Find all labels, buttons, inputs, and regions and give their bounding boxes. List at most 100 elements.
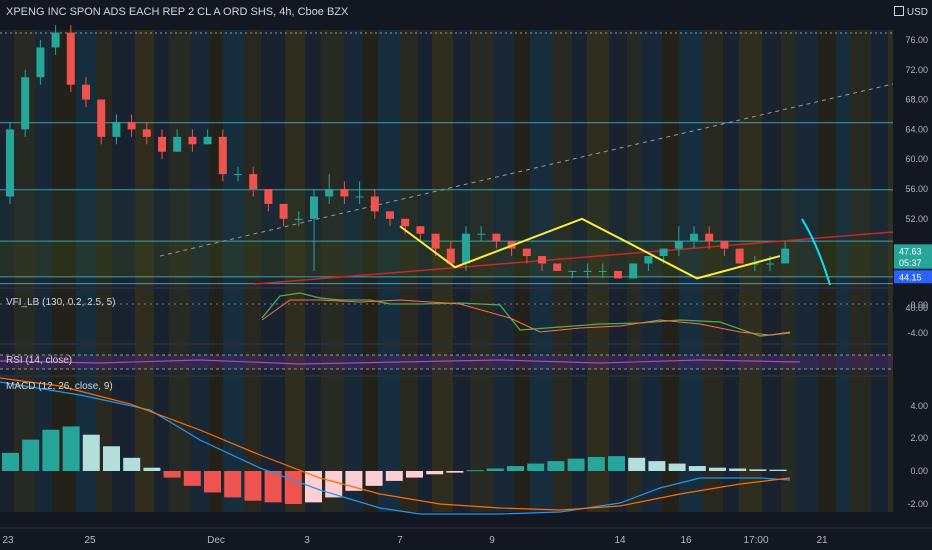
background-band [321, 30, 344, 512]
macd-histogram-bar [608, 456, 625, 471]
background-band [363, 30, 378, 512]
candle-body[interactable] [705, 233, 714, 242]
background-band [662, 30, 679, 512]
zigzag-line[interactable] [399, 217, 781, 280]
candle-body[interactable] [36, 47, 45, 78]
macd-histogram-bar [82, 434, 100, 471]
price-axis[interactable]: 76.0072.0068.0064.0060.0056.0052.0048.00… [893, 0, 932, 550]
candle-body[interactable] [674, 241, 683, 249]
macd-tick-label: -2.00 [907, 499, 928, 509]
candle-body[interactable] [583, 270, 592, 272]
candle-body[interactable] [781, 248, 790, 264]
candle-body[interactable] [735, 248, 744, 264]
candle-body[interactable] [614, 270, 622, 279]
candle-body[interactable] [82, 84, 90, 100]
candle-body[interactable] [97, 99, 106, 137]
price-badge-countdown[interactable] [894, 255, 932, 269]
dotted-trend-line[interactable] [159, 83, 894, 257]
candle-body[interactable] [492, 233, 501, 242]
candle-body[interactable] [173, 136, 182, 152]
candle-body[interactable] [644, 256, 653, 264]
support-zone [0, 241, 893, 277]
candle-body[interactable] [310, 196, 318, 219]
macd-histogram-bar [365, 471, 383, 486]
macd-histogram-bar [486, 468, 504, 471]
support-trend-line[interactable] [254, 231, 894, 285]
candle-body[interactable] [370, 196, 379, 212]
price-badge-text: 05:37 [899, 258, 922, 268]
candle-body[interactable] [522, 248, 531, 257]
candle-body[interactable] [401, 218, 410, 227]
rsi-line [0, 359, 801, 365]
candle-body[interactable] [598, 270, 607, 272]
rsi-label[interactable]: RSI (14, close) [6, 355, 73, 366]
currency-selector[interactable]: USD [893, 6, 928, 18]
macd-histogram-bar [345, 471, 363, 491]
candle-body[interactable] [249, 174, 258, 189]
candlestick-series[interactable] [6, 25, 790, 279]
zigzag-pattern[interactable] [399, 217, 831, 286]
time-tick-label: 17:00 [743, 535, 768, 546]
candle-body[interactable] [446, 248, 455, 264]
candle-body[interactable] [127, 121, 136, 130]
candle-body[interactable] [142, 129, 151, 137]
candle-body[interactable] [720, 241, 729, 249]
candle-body[interactable] [188, 136, 197, 145]
candle-body[interactable] [234, 174, 242, 176]
macd-label[interactable]: MACD (12, 26, close, 9) [6, 381, 113, 392]
candle-body[interactable] [416, 226, 425, 234]
macd-histogram-bar [305, 471, 322, 503]
candle-body[interactable] [386, 211, 394, 219]
price-tick-label: 72.00 [905, 65, 928, 75]
candle-body[interactable] [6, 129, 14, 197]
background-band [223, 30, 244, 512]
candle-body[interactable] [659, 248, 668, 257]
candle-body[interactable] [462, 233, 470, 264]
candle-body[interactable] [431, 233, 440, 249]
candle-body[interactable] [477, 233, 486, 235]
time-tick-label: 14 [614, 535, 626, 546]
candle-body[interactable] [553, 263, 562, 271]
candle-body[interactable] [51, 32, 60, 48]
candle-body[interactable] [355, 196, 364, 198]
macd-histogram-bar [769, 469, 787, 471]
background-band [641, 30, 662, 512]
projection-curve[interactable] [801, 218, 831, 286]
candle-body[interactable] [264, 189, 273, 204]
macd-histogram-bar [143, 467, 161, 471]
candle-body[interactable] [21, 77, 30, 130]
vfi-label[interactable]: VFI_LB (130, 0.2, 2.5, 5) [6, 297, 116, 308]
candle-body[interactable] [766, 263, 774, 265]
price-tick-label: 76.00 [905, 35, 928, 45]
candle-body[interactable] [538, 256, 546, 264]
candle-body[interactable] [750, 263, 759, 265]
macd-histogram-bar [729, 468, 747, 471]
background-band [14, 30, 35, 512]
background-bands [0, 30, 932, 512]
macd-tick-label: 2.00 [910, 433, 928, 443]
candle-body[interactable] [203, 136, 212, 145]
background-band [530, 30, 553, 512]
time-tick-label: Dec [207, 535, 225, 546]
candle-body[interactable] [568, 270, 577, 272]
vfi-signal-line [261, 299, 791, 336]
price-tick-label: 40.00 [905, 303, 928, 313]
candle-body[interactable] [629, 263, 638, 279]
candle-body[interactable] [112, 121, 121, 137]
candle-body[interactable] [690, 233, 698, 242]
price-badge-level[interactable] [894, 270, 932, 284]
background-band [244, 30, 261, 512]
candle-body[interactable] [294, 218, 303, 220]
candle-body[interactable] [66, 32, 75, 85]
candle-body[interactable] [340, 189, 349, 197]
candle-body[interactable] [279, 203, 288, 219]
macd-histogram-bar [749, 469, 767, 471]
time-axis[interactable]: 23 25 Dec 3 7 9 14 16 17:00 21 [0, 527, 932, 550]
candle-body[interactable] [158, 136, 166, 152]
symbol-title[interactable]: XPENG INC SPON ADS EACH REP 2 CL A ORD S… [6, 6, 349, 18]
macd-histogram-bar [527, 463, 545, 471]
price-badge-last-price[interactable] [894, 244, 932, 258]
candle-body[interactable] [325, 189, 334, 197]
candle-body[interactable] [218, 136, 227, 175]
